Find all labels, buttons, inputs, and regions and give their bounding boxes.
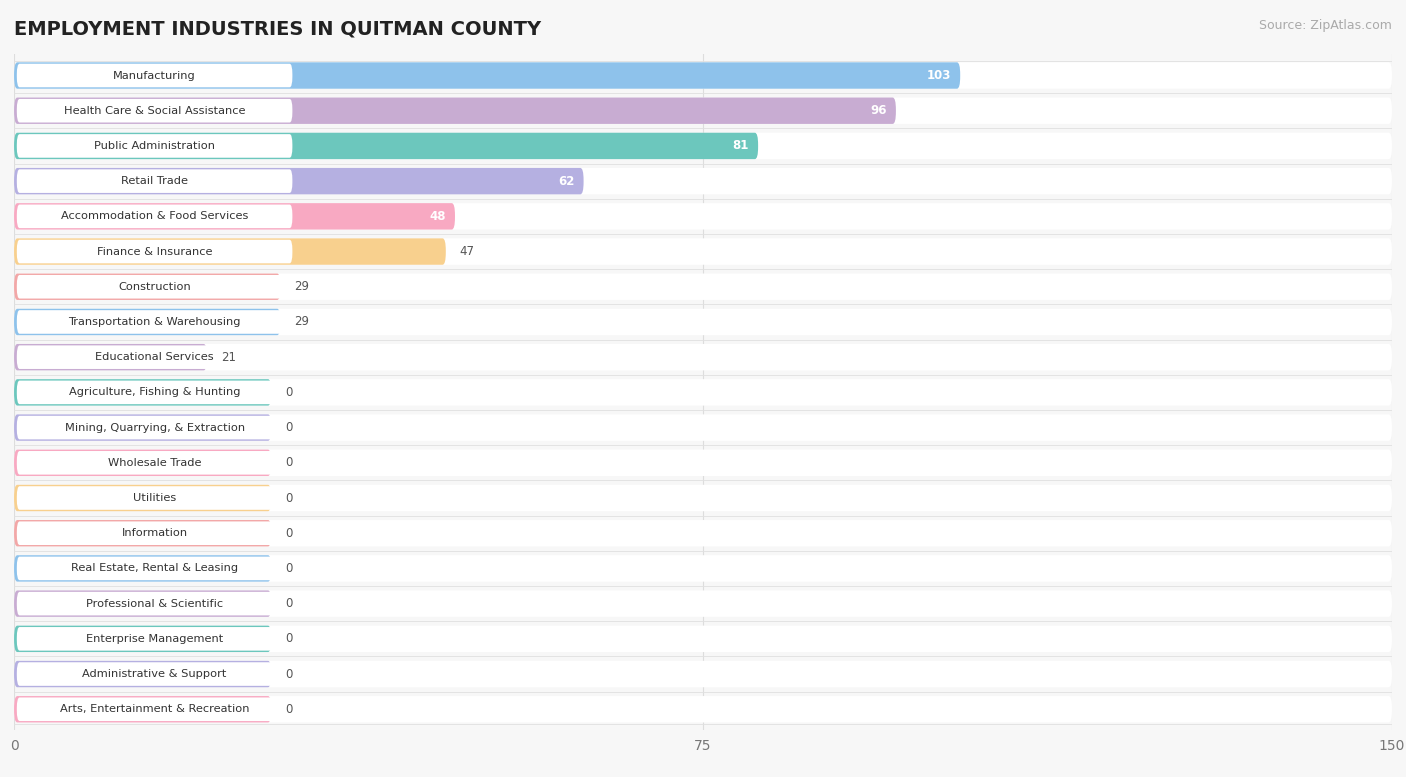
FancyBboxPatch shape [14, 274, 280, 300]
Text: Information: Information [121, 528, 187, 538]
FancyBboxPatch shape [14, 133, 758, 159]
FancyBboxPatch shape [14, 520, 1392, 546]
FancyBboxPatch shape [17, 275, 292, 298]
FancyBboxPatch shape [17, 486, 292, 510]
FancyBboxPatch shape [14, 168, 583, 194]
FancyBboxPatch shape [17, 64, 292, 87]
FancyBboxPatch shape [14, 308, 280, 335]
FancyBboxPatch shape [14, 661, 1392, 687]
Text: 0: 0 [285, 702, 292, 716]
Text: 21: 21 [221, 350, 236, 364]
Text: Retail Trade: Retail Trade [121, 176, 188, 186]
FancyBboxPatch shape [17, 627, 292, 650]
FancyBboxPatch shape [14, 625, 271, 652]
FancyBboxPatch shape [14, 414, 271, 441]
FancyBboxPatch shape [14, 274, 1392, 300]
Text: 103: 103 [927, 69, 950, 82]
Text: Construction: Construction [118, 282, 191, 291]
FancyBboxPatch shape [14, 379, 1392, 406]
FancyBboxPatch shape [17, 134, 292, 158]
FancyBboxPatch shape [14, 98, 896, 124]
Text: 0: 0 [285, 492, 292, 504]
FancyBboxPatch shape [14, 520, 271, 546]
Text: Accommodation & Food Services: Accommodation & Food Services [60, 211, 249, 221]
Text: 81: 81 [733, 139, 749, 152]
FancyBboxPatch shape [14, 62, 960, 89]
FancyBboxPatch shape [17, 381, 292, 404]
FancyBboxPatch shape [14, 591, 1392, 617]
Text: 0: 0 [285, 527, 292, 540]
FancyBboxPatch shape [14, 98, 1392, 124]
FancyBboxPatch shape [14, 168, 1392, 194]
Text: Real Estate, Rental & Leasing: Real Estate, Rental & Leasing [72, 563, 238, 573]
Text: Arts, Entertainment & Recreation: Arts, Entertainment & Recreation [60, 704, 249, 714]
Text: Administrative & Support: Administrative & Support [83, 669, 226, 679]
Text: 0: 0 [285, 421, 292, 434]
FancyBboxPatch shape [17, 416, 292, 439]
FancyBboxPatch shape [14, 203, 456, 229]
Text: Manufacturing: Manufacturing [114, 71, 195, 81]
FancyBboxPatch shape [14, 625, 1392, 652]
FancyBboxPatch shape [14, 661, 271, 687]
FancyBboxPatch shape [17, 698, 292, 721]
FancyBboxPatch shape [14, 485, 271, 511]
FancyBboxPatch shape [14, 556, 1392, 582]
FancyBboxPatch shape [17, 521, 292, 545]
Text: Finance & Insurance: Finance & Insurance [97, 246, 212, 256]
Text: 0: 0 [285, 562, 292, 575]
Text: Educational Services: Educational Services [96, 352, 214, 362]
FancyBboxPatch shape [14, 414, 1392, 441]
FancyBboxPatch shape [17, 99, 292, 123]
FancyBboxPatch shape [14, 308, 1392, 335]
Text: 62: 62 [558, 175, 575, 187]
FancyBboxPatch shape [17, 592, 292, 615]
Text: 0: 0 [285, 386, 292, 399]
Text: Health Care & Social Assistance: Health Care & Social Assistance [63, 106, 246, 116]
Text: 29: 29 [294, 280, 309, 293]
FancyBboxPatch shape [14, 344, 1392, 371]
FancyBboxPatch shape [17, 310, 292, 334]
FancyBboxPatch shape [14, 450, 271, 476]
FancyBboxPatch shape [14, 696, 271, 723]
FancyBboxPatch shape [17, 169, 292, 193]
FancyBboxPatch shape [17, 662, 292, 686]
Text: 0: 0 [285, 598, 292, 610]
Text: EMPLOYMENT INDUSTRIES IN QUITMAN COUNTY: EMPLOYMENT INDUSTRIES IN QUITMAN COUNTY [14, 19, 541, 38]
FancyBboxPatch shape [14, 485, 1392, 511]
Text: 0: 0 [285, 456, 292, 469]
Text: Wholesale Trade: Wholesale Trade [108, 458, 201, 468]
Text: Utilities: Utilities [134, 493, 176, 503]
Text: 29: 29 [294, 315, 309, 329]
Text: 96: 96 [870, 104, 887, 117]
Text: Professional & Scientific: Professional & Scientific [86, 598, 224, 608]
FancyBboxPatch shape [14, 696, 1392, 723]
FancyBboxPatch shape [17, 556, 292, 580]
FancyBboxPatch shape [14, 556, 271, 582]
Text: Transportation & Warehousing: Transportation & Warehousing [69, 317, 240, 327]
FancyBboxPatch shape [14, 133, 1392, 159]
FancyBboxPatch shape [17, 240, 292, 263]
Text: 48: 48 [429, 210, 446, 223]
FancyBboxPatch shape [14, 344, 207, 371]
FancyBboxPatch shape [14, 591, 271, 617]
Text: Mining, Quarrying, & Extraction: Mining, Quarrying, & Extraction [65, 423, 245, 433]
FancyBboxPatch shape [14, 450, 1392, 476]
FancyBboxPatch shape [14, 239, 1392, 265]
FancyBboxPatch shape [14, 379, 271, 406]
FancyBboxPatch shape [17, 204, 292, 228]
Text: 47: 47 [460, 245, 475, 258]
FancyBboxPatch shape [17, 346, 292, 369]
Text: 0: 0 [285, 632, 292, 646]
FancyBboxPatch shape [14, 239, 446, 265]
Text: Public Administration: Public Administration [94, 141, 215, 151]
FancyBboxPatch shape [14, 62, 1392, 89]
Text: Enterprise Management: Enterprise Management [86, 634, 224, 644]
Text: Agriculture, Fishing & Hunting: Agriculture, Fishing & Hunting [69, 388, 240, 397]
Text: Source: ZipAtlas.com: Source: ZipAtlas.com [1258, 19, 1392, 33]
FancyBboxPatch shape [17, 451, 292, 475]
Text: 0: 0 [285, 667, 292, 681]
FancyBboxPatch shape [14, 203, 1392, 229]
